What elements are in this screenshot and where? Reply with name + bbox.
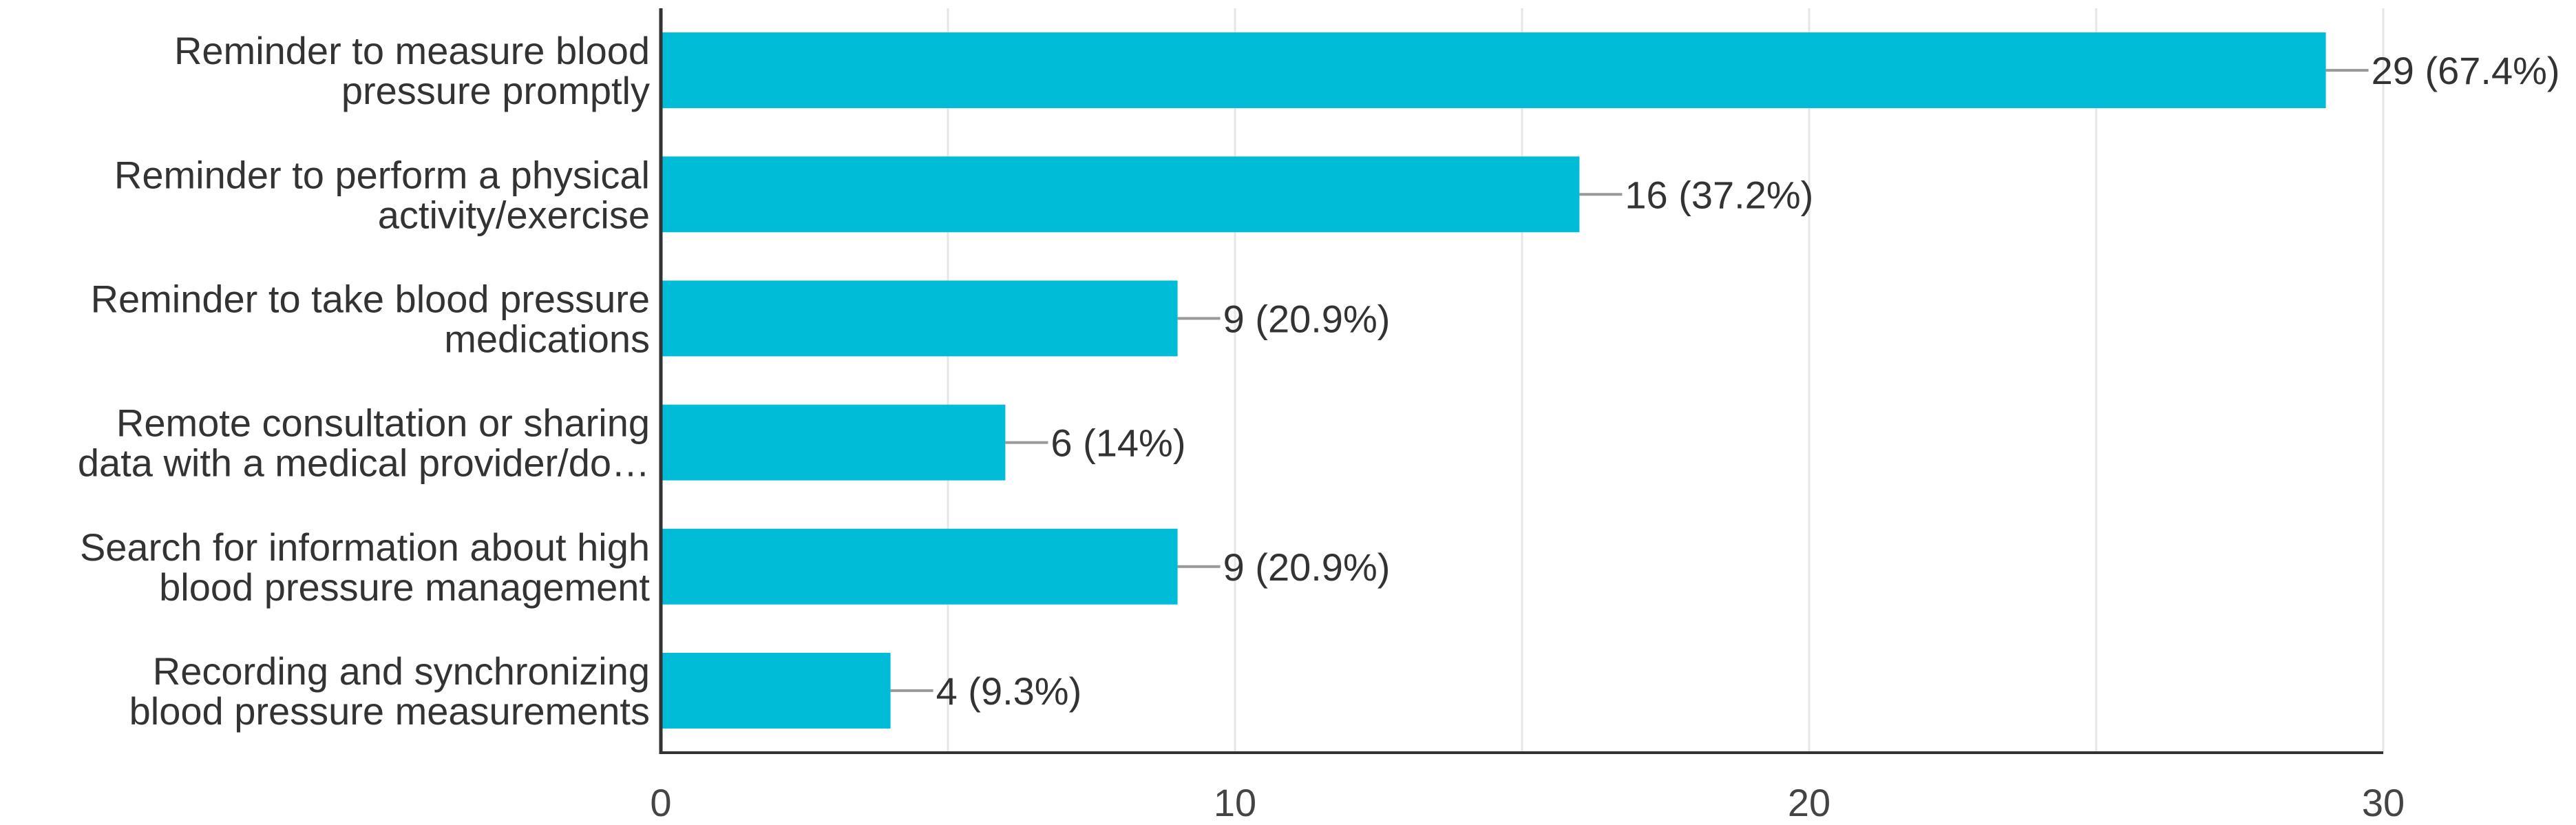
category-label: Reminder to measure blood (174, 29, 650, 72)
bars (661, 32, 2326, 729)
x-tick-label: 0 (650, 781, 671, 824)
bar (661, 404, 1006, 481)
bar (661, 652, 891, 729)
category-label: blood pressure measurements (129, 689, 650, 733)
category-label: Reminder to perform a physical (114, 153, 650, 196)
gridlines (947, 8, 2385, 753)
category-label: Recording and synchronizing (153, 649, 650, 693)
axes: 0 10 20 30 (650, 8, 2405, 824)
value-label: 9 (20.9%) (1223, 545, 1391, 589)
x-tick-label: 10 (1214, 781, 1256, 824)
category-label: Remote consultation or sharing (116, 401, 650, 445)
bar (661, 156, 1580, 233)
bar (661, 280, 1178, 357)
value-label: 4 (9.3%) (936, 669, 1082, 713)
category-label: pressure promptly (341, 69, 650, 112)
bar (661, 528, 1178, 605)
bar (661, 32, 2326, 109)
value-label: 9 (20.9%) (1223, 297, 1391, 340)
category-label: blood pressure management (159, 565, 650, 609)
category-label: Search for information about high (80, 525, 650, 569)
labels: 29 (67.4%) Reminder to measure bloodpress… (78, 29, 2560, 733)
category-label: activity/exercise (378, 193, 650, 236)
x-tick-label: 30 (2362, 781, 2405, 824)
x-tick-label: 20 (1788, 781, 1830, 824)
value-label: 16 (37.2%) (1625, 173, 1813, 216)
category-label: Reminder to take blood pressure (91, 277, 650, 320)
category-label: data with a medical provider/do… (78, 441, 650, 485)
category-label: medications (444, 317, 650, 360)
value-label: 29 (67.4%) (2372, 49, 2560, 92)
value-label: 6 (14%) (1051, 421, 1185, 465)
